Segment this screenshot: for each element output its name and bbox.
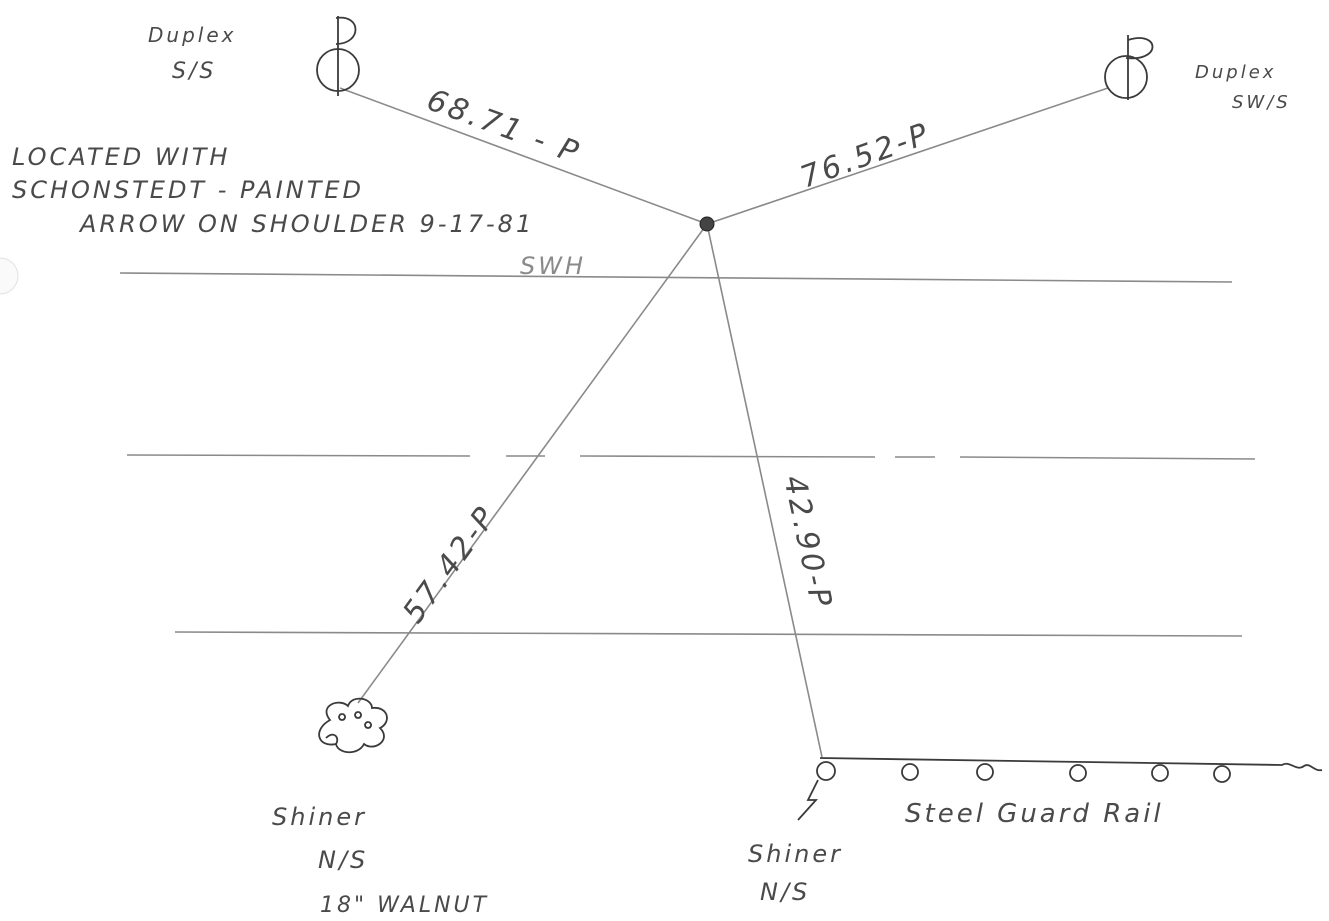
tie-line <box>339 87 708 225</box>
tie-line <box>706 87 1109 225</box>
tie-line <box>706 223 823 758</box>
note-line: ARROW ON SHOULDER 9-17-81 <box>78 210 534 238</box>
center-line <box>126 454 1256 460</box>
point-side: N/S <box>318 846 368 874</box>
point-side: N/S <box>760 878 810 906</box>
tie-line <box>357 223 708 704</box>
pole-symbol <box>316 16 360 96</box>
pole-symbol <box>1104 35 1154 100</box>
point-label: Shiner <box>748 840 843 868</box>
pole-label: Duplex <box>1195 62 1276 83</box>
punch-hole <box>0 257 19 295</box>
pole-side: S/S <box>172 59 216 84</box>
pole-label: Duplex <box>148 23 236 47</box>
guard-rail <box>797 757 1323 821</box>
point-description: 18" WALNUT <box>320 893 489 918</box>
initials: SWH <box>520 252 586 280</box>
road-edge <box>174 631 1243 637</box>
point-label: Shiner <box>272 803 367 831</box>
note-line: LOCATED WITH <box>12 143 230 171</box>
road-edge <box>119 272 1233 283</box>
note-line: SCHONSTEDT - PAINTED <box>12 176 364 204</box>
rail-label: Steel Guard Rail <box>905 799 1164 829</box>
survey-point <box>699 216 715 232</box>
tree-symbol <box>318 697 388 754</box>
pole-side: SW/S <box>1232 92 1291 113</box>
